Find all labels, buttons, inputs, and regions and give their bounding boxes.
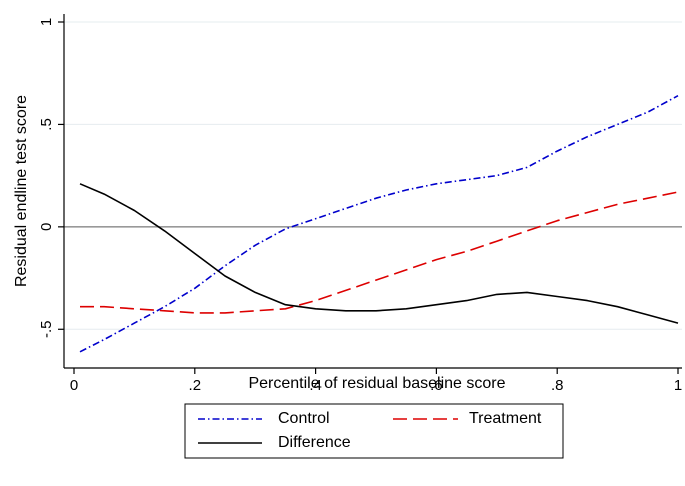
x-tick-label: 1 xyxy=(674,377,682,394)
grid-layer xyxy=(64,21,682,330)
legend-label-control: Control xyxy=(278,410,330,427)
x-tick-label: .2 xyxy=(189,377,202,394)
legend-box xyxy=(184,403,564,459)
legend-label-treatment: Treatment xyxy=(469,410,542,427)
x-tick-label: .8 xyxy=(551,377,564,394)
series-layer xyxy=(79,94,679,353)
x-tick-label: .4 xyxy=(309,377,322,394)
legend-label-difference: Difference xyxy=(278,434,351,451)
y-tick-label: .5 xyxy=(38,118,55,131)
series-line-difference xyxy=(79,183,679,324)
x-axis-title: Percentile of residual baseline score xyxy=(248,375,505,392)
y-axis-title: Residual endline test score xyxy=(13,95,30,287)
y-tick-label: 0 xyxy=(38,223,55,231)
legend: Control Treatment Difference xyxy=(184,403,564,459)
axes-layer: -.5 0 .5 1 0 .2 .4 .6 .8 1 xyxy=(38,14,682,394)
series-line-control xyxy=(79,94,679,353)
series-line-treatment xyxy=(80,191,679,314)
y-tick-label: 1 xyxy=(38,18,55,26)
x-tick-label: 0 xyxy=(70,377,78,394)
y-tick-label: -.5 xyxy=(38,321,55,339)
x-tick-label: .6 xyxy=(430,377,443,394)
